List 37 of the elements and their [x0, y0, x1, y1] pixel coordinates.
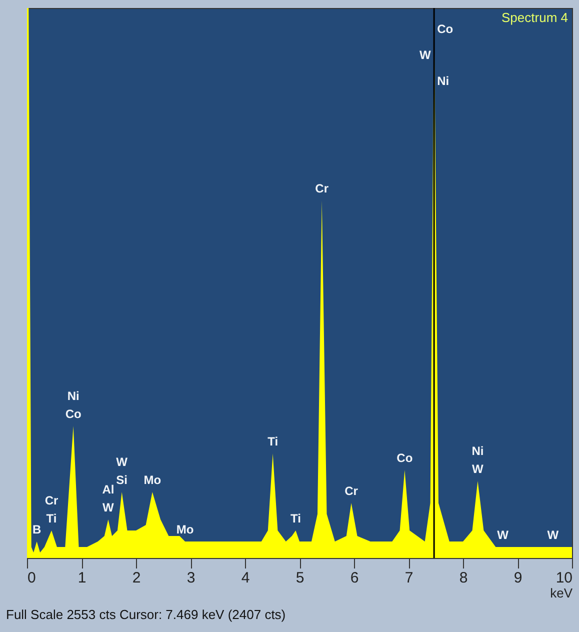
annotation: Ti — [268, 434, 278, 448]
annotation: W — [116, 455, 128, 469]
x-tick-label: 4 — [241, 570, 250, 586]
annotation: W — [419, 48, 432, 62]
annotation: W — [547, 528, 560, 542]
x-tick-label: 1 — [78, 570, 86, 586]
x-tick-label: 2 — [132, 570, 141, 586]
annotation: Ti — [46, 512, 57, 526]
annotation: B — [32, 522, 42, 536]
x-tick-label: 0 — [28, 570, 36, 586]
annotation: Co — [437, 22, 454, 36]
x-tick-label: 7 — [404, 570, 414, 586]
annotation: Mo — [144, 473, 162, 487]
annotation: Ni — [472, 444, 484, 458]
annotation: Al — [102, 482, 114, 496]
annotation: Cr — [315, 182, 329, 196]
x-axis-title: keV — [550, 586, 573, 600]
annotation: Ni — [437, 74, 450, 88]
annotation: W — [472, 462, 484, 476]
annotation: Cr — [44, 494, 59, 508]
x-tick-label: 6 — [350, 570, 359, 586]
x-tick-label: 5 — [296, 570, 304, 586]
annotation: Ti — [290, 512, 301, 526]
annotation: Co — [65, 407, 82, 421]
x-tick-label: 10 — [556, 570, 572, 586]
text: Full Scale 2553 cts Cursor: 7.469 keV (2407 cts) — [6, 607, 286, 622]
annotation: Spectrum 4 — [502, 10, 568, 25]
annotation: Co — [396, 451, 413, 465]
annotation: Ni — [67, 389, 80, 403]
annotation: W — [497, 528, 510, 542]
annotation: Cr — [344, 484, 358, 498]
x-tick-label: 3 — [186, 570, 196, 586]
x-tick-label: 8 — [459, 570, 468, 586]
annotation: Si — [116, 473, 128, 487]
x-tick-label: 9 — [514, 570, 522, 586]
annotation: W — [102, 500, 115, 514]
annotation: Mo — [176, 522, 194, 536]
